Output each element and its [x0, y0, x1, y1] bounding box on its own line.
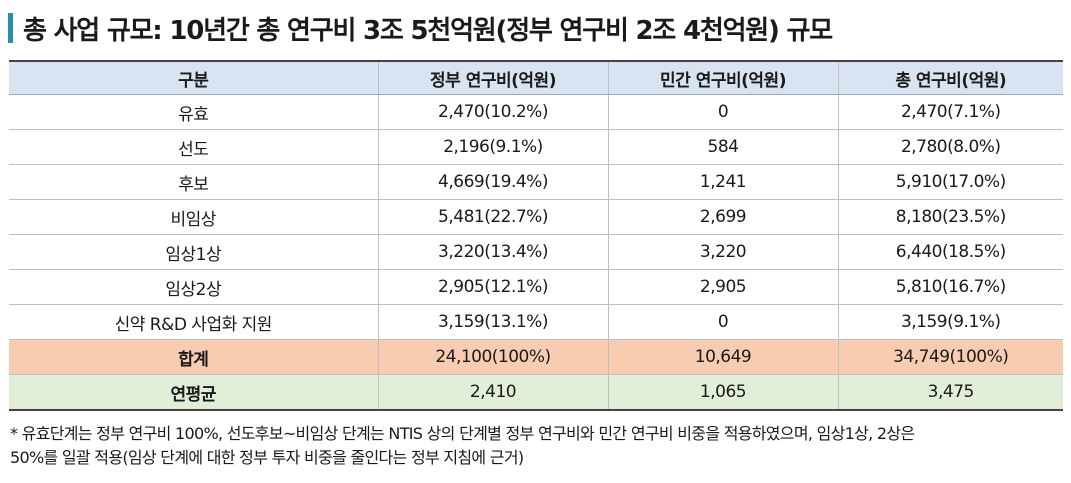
private-cell: 2,699 [607, 199, 838, 235]
row-label: 임상1상 [9, 234, 378, 270]
table-row: 임상1상 3,220(13.4%) 3,220 6,440(18.5%) [9, 234, 1063, 270]
sum-total-cell: 34,749(100%) [837, 339, 1063, 375]
footnote-line-2: 50%를 일괄 적용(임상 단계에 대한 정부 투자 비중을 줄인다는 정부 지… [10, 448, 524, 467]
average-label: 연평균 [9, 374, 378, 410]
total-cell: 2,470(7.1%) [837, 94, 1063, 130]
footnote-line-1: * 유효단계는 정부 연구비 100%, 선도후보~비임상 단계는 NTIS 상… [10, 424, 915, 443]
private-cell: 3,220 [607, 234, 838, 270]
table-row: 신약 R&D 사업화 지원 3,159(13.1%) 0 3,159(9.1%) [9, 304, 1063, 340]
average-total-cell: 3,475 [837, 374, 1063, 410]
private-cell: 1,241 [607, 164, 838, 200]
total-cell: 5,810(16.7%) [837, 269, 1063, 305]
total-cell: 8,180(23.5%) [837, 199, 1063, 235]
table-row: 후보 4,669(19.4%) 1,241 5,910(17.0%) [9, 164, 1063, 200]
sum-label: 합계 [9, 339, 378, 375]
table-row: 비임상 5,481(22.7%) 2,699 8,180(23.5%) [9, 199, 1063, 235]
header-government: 정부 연구비(억원) [377, 61, 608, 95]
private-cell: 584 [607, 129, 838, 165]
government-cell: 2,470(10.2%) [377, 94, 608, 130]
header-total: 총 연구비(억원) [837, 61, 1063, 95]
average-government-cell: 2,410 [377, 374, 608, 410]
private-cell: 0 [607, 304, 838, 340]
table-row: 선도 2,196(9.1%) 584 2,780(8.0%) [9, 129, 1063, 165]
header-private: 민간 연구비(억원) [607, 61, 838, 95]
header-category: 구분 [9, 61, 378, 95]
total-cell: 6,440(18.5%) [837, 234, 1063, 270]
total-cell: 3,159(9.1%) [837, 304, 1063, 340]
table-row: 유효 2,470(10.2%) 0 2,470(7.1%) [9, 94, 1063, 130]
private-cell: 2,905 [607, 269, 838, 305]
private-cell: 0 [607, 94, 838, 130]
total-cell: 5,910(17.0%) [837, 164, 1063, 200]
page-title: 총 사업 규모: 10년간 총 연구비 3조 5천억원(정부 연구비 2조 4천… [23, 15, 833, 46]
government-cell: 4,669(19.4%) [377, 164, 608, 200]
government-cell: 3,220(13.4%) [377, 234, 608, 270]
total-cell: 2,780(8.0%) [837, 129, 1063, 165]
table-header-row: 구분 정부 연구비(억원) 민간 연구비(억원) 총 연구비(억원) [9, 61, 1063, 95]
row-label: 신약 R&D 사업화 지원 [9, 304, 378, 340]
row-label: 임상2상 [9, 269, 378, 305]
budget-table: 구분 정부 연구비(억원) 민간 연구비(억원) 총 연구비(억원) 유효 2,… [9, 60, 1063, 411]
sum-private-cell: 10,649 [607, 339, 838, 375]
annual-average-row: 연평균 2,410 1,065 3,475 [9, 374, 1063, 410]
title-accent-bar [8, 13, 13, 43]
sum-row: 합계 24,100(100%) 10,649 34,749(100%) [9, 339, 1063, 375]
government-cell: 3,159(13.1%) [377, 304, 608, 340]
government-cell: 5,481(22.7%) [377, 199, 608, 235]
sum-government-cell: 24,100(100%) [377, 339, 608, 375]
government-cell: 2,196(9.1%) [377, 129, 608, 165]
row-label: 선도 [9, 129, 378, 165]
footnote: * 유효단계는 정부 연구비 100%, 선도후보~비임상 단계는 NTIS 상… [10, 422, 1065, 470]
average-private-cell: 1,065 [607, 374, 838, 410]
row-label: 유효 [9, 94, 378, 130]
row-label: 후보 [9, 164, 378, 200]
row-label: 비임상 [9, 199, 378, 235]
table-row: 임상2상 2,905(12.1%) 2,905 5,810(16.7%) [9, 269, 1063, 305]
page-title-row: 총 사업 규모: 10년간 총 연구비 3조 5천억원(정부 연구비 2조 4천… [8, 8, 833, 48]
government-cell: 2,905(12.1%) [377, 269, 608, 305]
